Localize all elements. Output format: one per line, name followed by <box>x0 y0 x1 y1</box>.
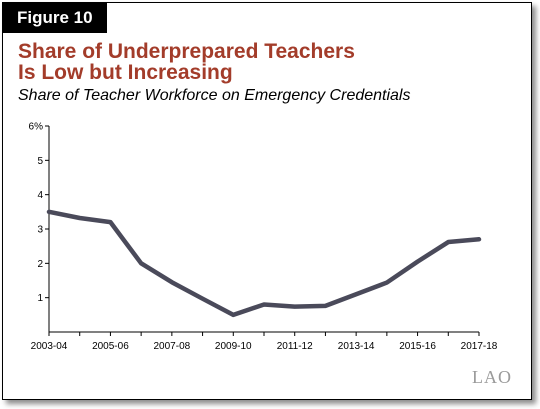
figure-card: Figure 10 Share of Underprepared Teacher… <box>2 2 532 400</box>
line-chart: 1 2 3 4 5 6% 2003-04 2005-06 2007-08 2009-10 2011-… <box>29 122 498 353</box>
y-tick-label: 3 <box>37 225 43 236</box>
chart-title-line1: Share of Underprepared Teachers <box>18 40 355 63</box>
chart-subtitle: Share of Teacher Workforce on Emergency … <box>18 87 411 104</box>
x-tick-label: 2005-06 <box>92 341 129 352</box>
x-tick-label: 2017-18 <box>461 341 498 352</box>
y-tick-label: 5 <box>37 156 43 167</box>
x-tick-label: 2003-04 <box>31 341 68 352</box>
lao-logo: LAO <box>472 367 512 387</box>
y-tick-label: 6% <box>29 122 44 133</box>
series-line <box>46 209 482 318</box>
y-tick-label: 2 <box>37 259 43 270</box>
x-tick-label: 2011-12 <box>277 341 313 352</box>
y-tick-label: 4 <box>37 190 43 201</box>
figure-label: Figure 10 <box>3 3 107 33</box>
chart-title-line2: Is Low but Increasing <box>18 61 233 84</box>
x-tick-label: 2009-10 <box>215 341 252 352</box>
x-tick-label: 2007-08 <box>154 341 191 352</box>
x-tick-label: 2015-16 <box>399 341 436 352</box>
y-tick-label: 1 <box>37 293 43 304</box>
chart-title: Share of Underprepared Teachers Is Low b… <box>18 41 355 83</box>
x-tick-label: 2013-14 <box>338 341 375 352</box>
